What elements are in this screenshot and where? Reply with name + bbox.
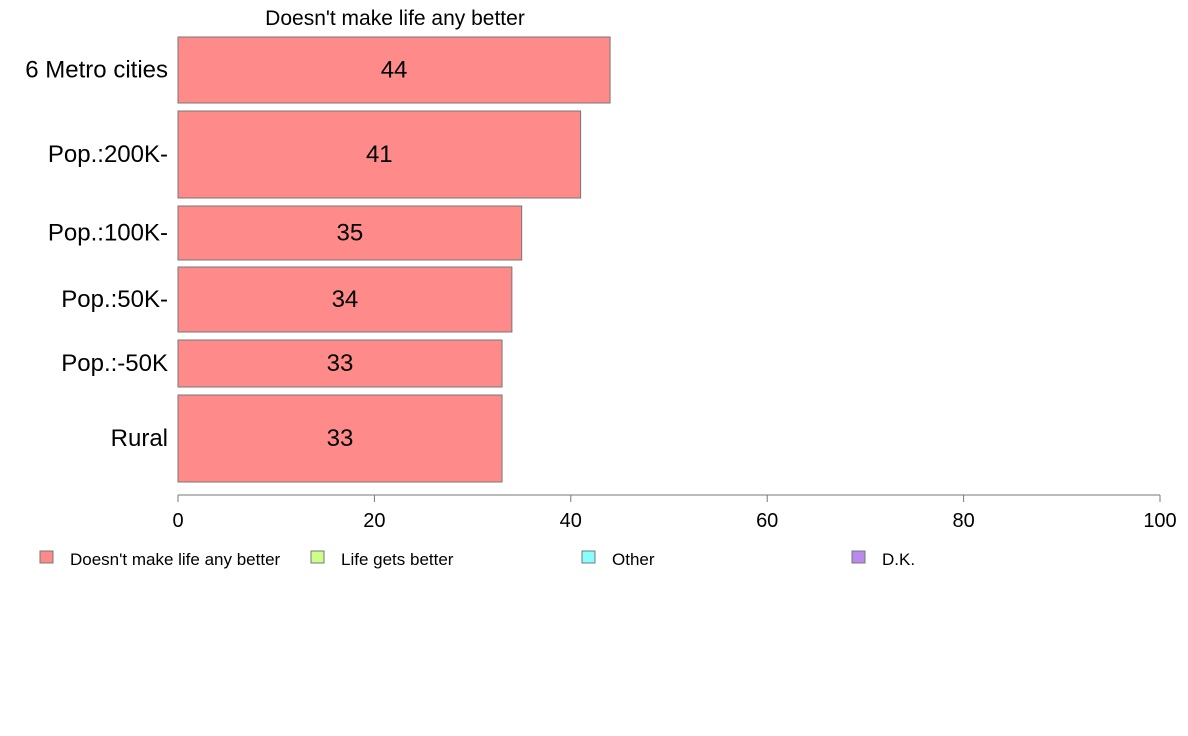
value-label: 33 (327, 350, 354, 377)
chart-title: Doesn't make life any better (265, 7, 525, 30)
legend-swatch (581, 550, 596, 564)
value-label: 33 (327, 425, 354, 452)
category-label: Pop.:100K- (48, 220, 168, 247)
x-tick-label: 60 (756, 510, 778, 532)
legend-label: Life gets better (341, 550, 454, 569)
value-label: 41 (366, 141, 393, 168)
bar-3 (177, 205, 523, 261)
legend-swatch (39, 550, 54, 564)
legend-swatch (310, 550, 325, 564)
x-tick-label: 100 (1143, 510, 1176, 532)
bar-4 (177, 266, 513, 333)
bar-6 (177, 394, 503, 483)
bar-5 (177, 339, 503, 388)
x-tick-label: 20 (363, 510, 385, 532)
legend-label: Other (612, 550, 655, 569)
x-tick-label: 40 (560, 510, 582, 532)
value-label: 35 (336, 220, 363, 247)
x-tick-label: 0 (172, 510, 183, 532)
category-label: Pop.:50K- (61, 286, 168, 313)
category-label: Pop.:-50K (61, 350, 168, 377)
legend-label: Doesn't make life any better (70, 550, 281, 569)
x-axis: 0 20 40 60 80 100 (172, 494, 1177, 532)
legend-label: D.K. (882, 550, 915, 569)
bar-2 (177, 110, 582, 199)
value-label: 34 (332, 286, 359, 313)
legend-swatch (851, 550, 866, 564)
bars-group: 6 Metro cities 44 Pop.:200K- 41 Pop.:100K- 35… (25, 36, 611, 483)
legend: Doesn't make life any better Life gets be… (39, 550, 915, 569)
category-label: 6 Metro cities (25, 57, 168, 84)
value-label: 44 (381, 57, 408, 84)
x-tick-label: 80 (952, 510, 974, 532)
category-label: Rural (111, 425, 168, 452)
category-label: Pop.:200K- (48, 141, 168, 168)
bar-1 (177, 36, 611, 104)
